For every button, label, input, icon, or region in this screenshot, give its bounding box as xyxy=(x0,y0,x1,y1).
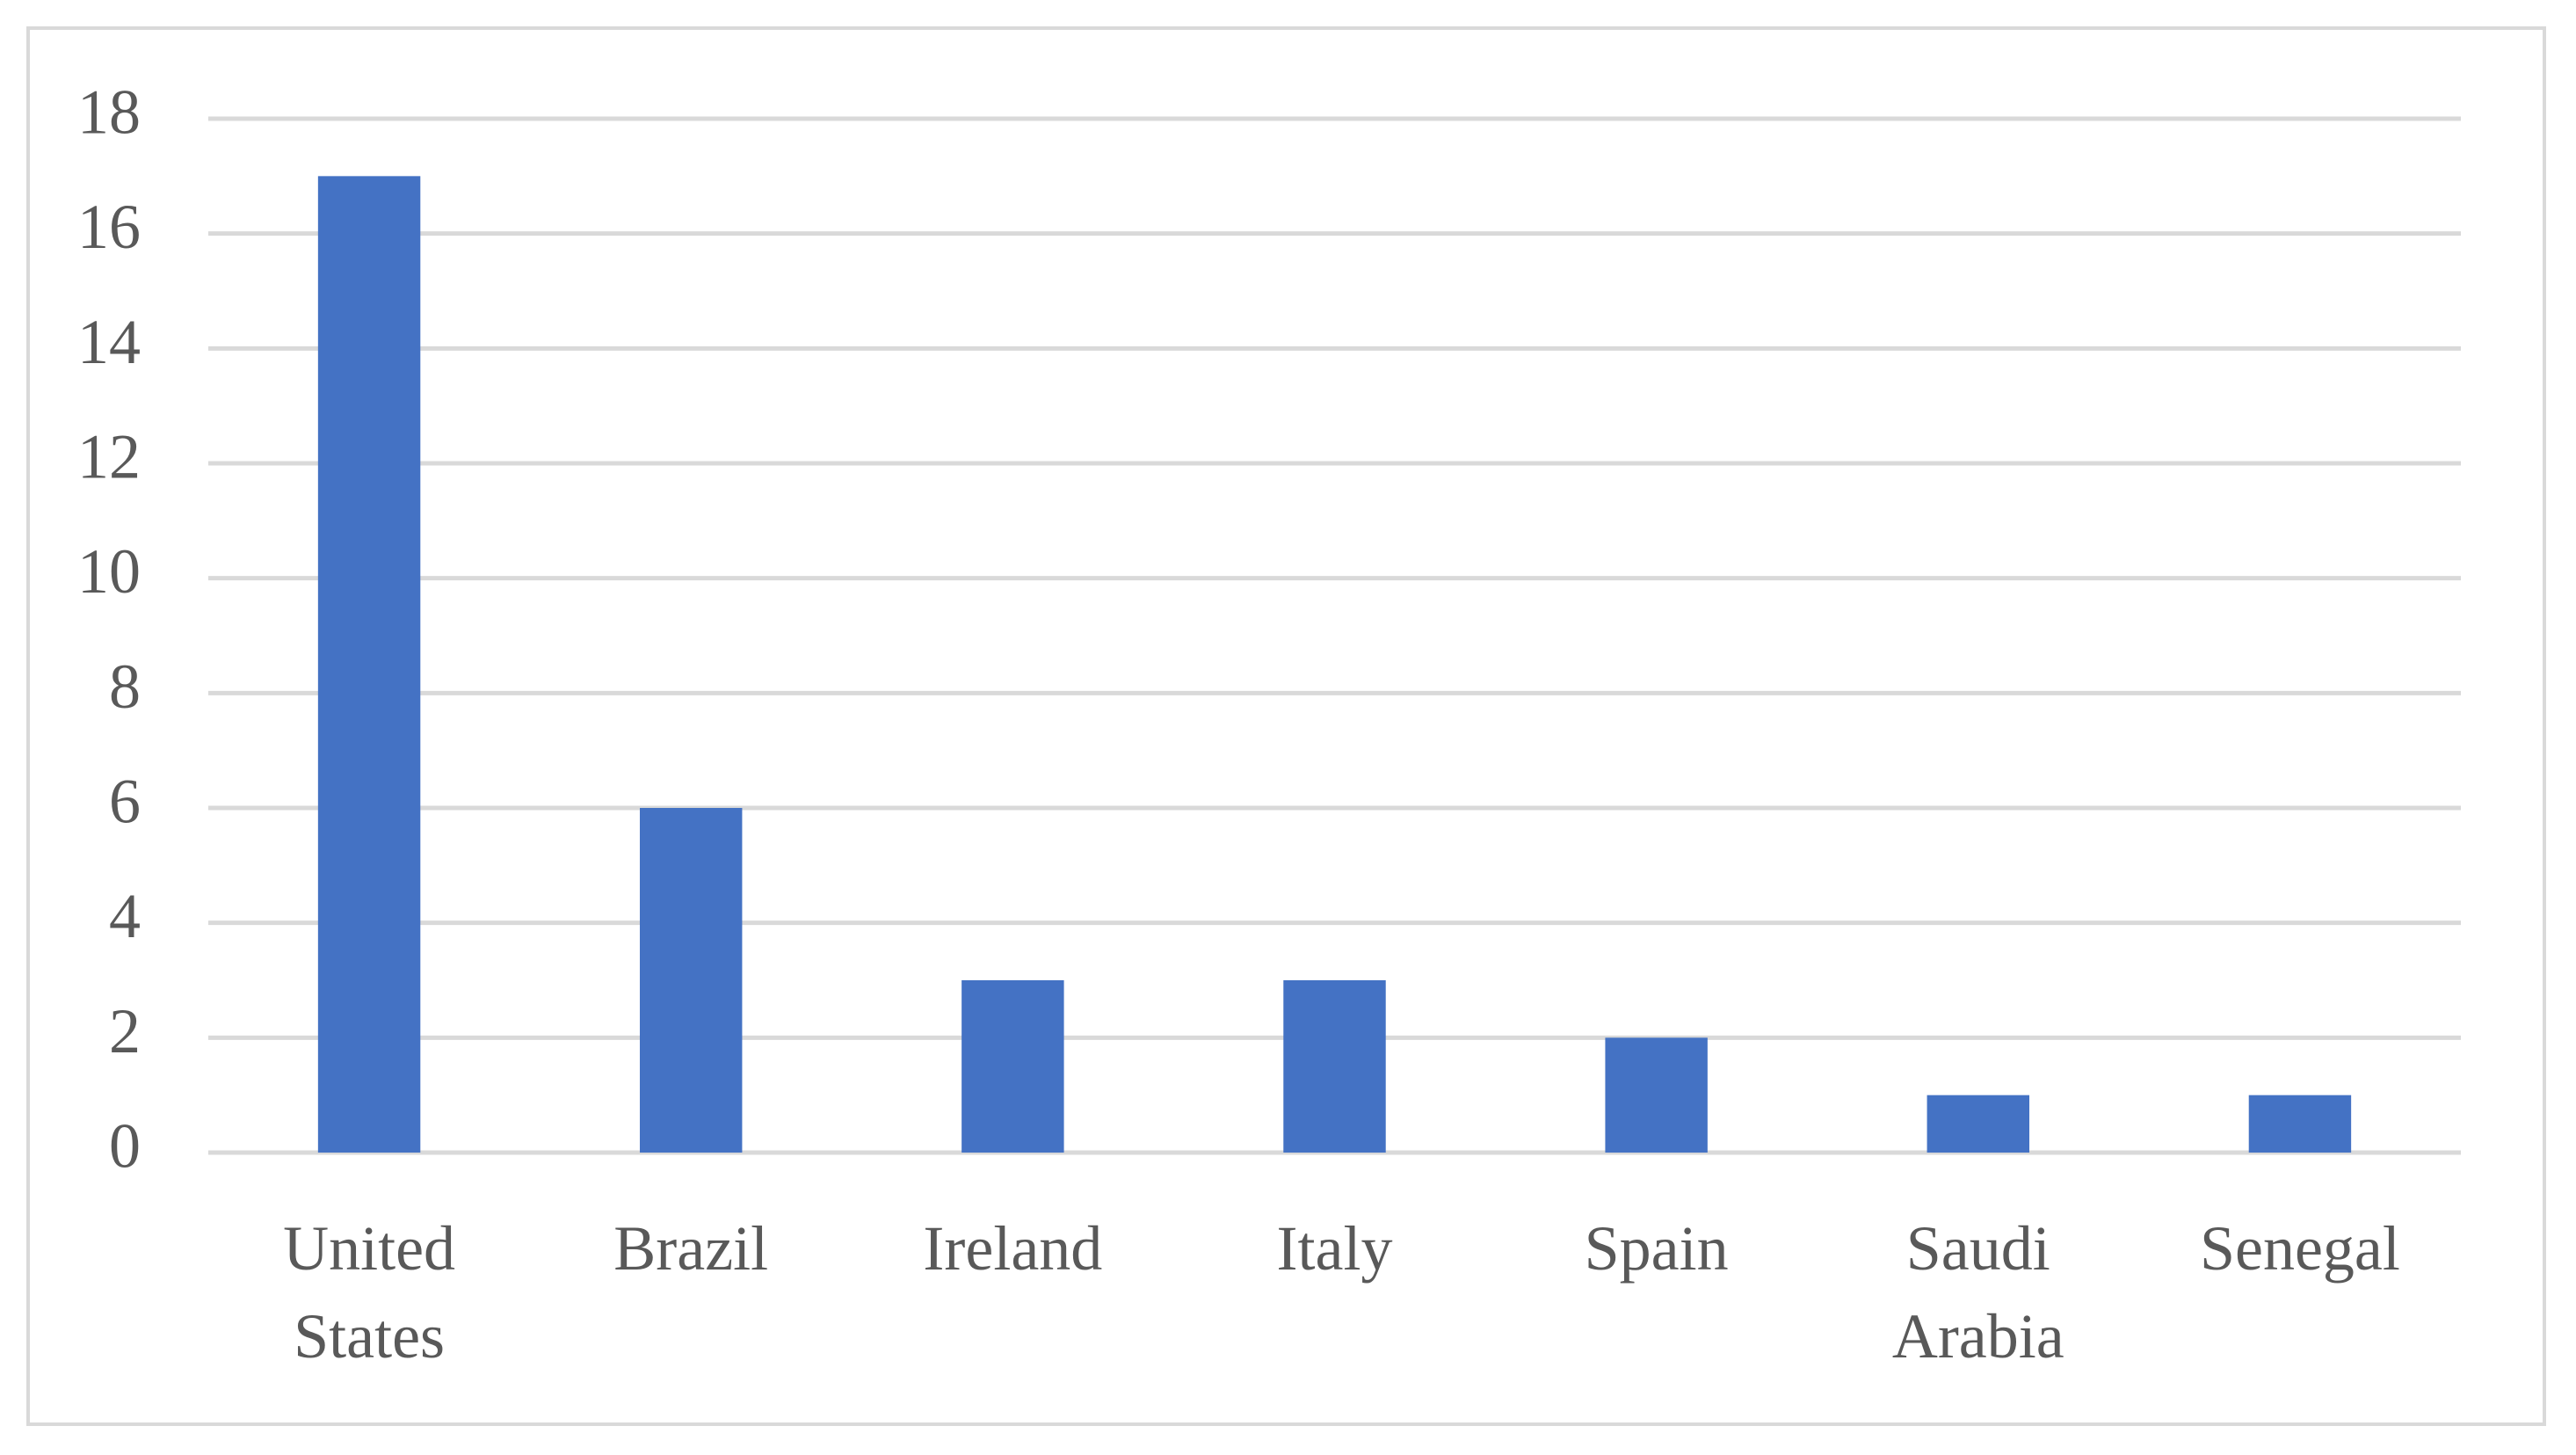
x-tick-label: Italy xyxy=(1276,1213,1393,1284)
bar xyxy=(1605,1037,1708,1153)
bar xyxy=(639,808,743,1153)
y-tick-label: 18 xyxy=(77,77,141,148)
chart-border xyxy=(26,26,2546,1426)
bar xyxy=(1927,1095,2030,1153)
x-tick-label: Ireland xyxy=(923,1213,1103,1284)
x-tick-label: Senegal xyxy=(2199,1213,2400,1284)
y-tick-label: 16 xyxy=(77,192,141,262)
y-tick-label: 14 xyxy=(77,307,141,377)
y-tick-label: 4 xyxy=(109,881,141,951)
x-tick-label: United States xyxy=(283,1213,456,1371)
y-tick-label: 8 xyxy=(109,651,141,722)
x-tick-label: Saudi Arabia xyxy=(1891,1213,2064,1371)
x-tick-label: Spain xyxy=(1584,1213,1729,1284)
y-tick-label: 10 xyxy=(77,536,141,607)
y-tick-label: 0 xyxy=(109,1111,141,1182)
bar xyxy=(317,176,421,1153)
y-tick-label: 6 xyxy=(109,767,141,837)
bar xyxy=(1283,980,1386,1153)
x-tick-label: Brazil xyxy=(613,1213,769,1284)
bar xyxy=(961,980,1064,1153)
bar xyxy=(2248,1095,2352,1153)
y-tick-label: 2 xyxy=(109,996,141,1066)
y-tick-label: 12 xyxy=(77,422,141,492)
